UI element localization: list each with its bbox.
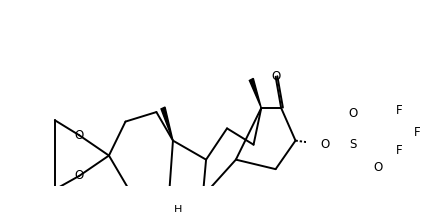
Polygon shape — [161, 107, 173, 141]
Text: O: O — [321, 138, 330, 151]
Text: F: F — [414, 126, 420, 139]
Text: F: F — [396, 144, 402, 157]
Text: O: O — [348, 107, 357, 120]
Text: F: F — [396, 104, 402, 117]
Text: H: H — [174, 205, 183, 212]
Text: O: O — [271, 70, 280, 83]
Text: O: O — [74, 129, 84, 142]
Text: O: O — [374, 161, 383, 174]
Polygon shape — [249, 78, 261, 108]
Text: S: S — [349, 138, 356, 151]
Text: O: O — [74, 169, 84, 183]
